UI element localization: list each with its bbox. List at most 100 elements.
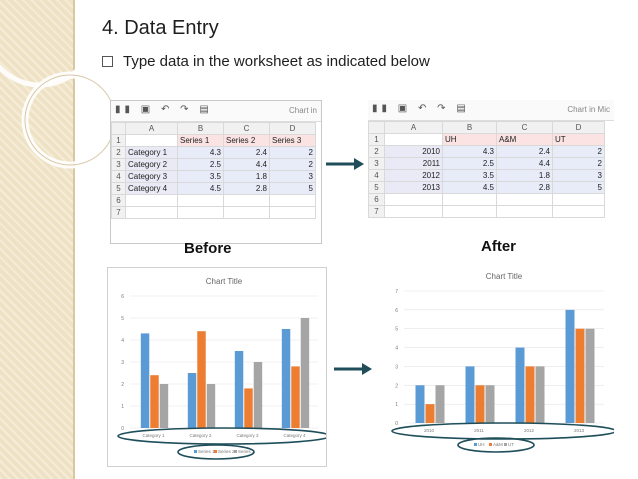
- sheet-cell[interactable]: 5: [552, 181, 605, 194]
- sheet-cell[interactable]: [442, 193, 497, 206]
- sheet-toolbar: ▮▮ ▣ ↶ ↷ ▤ Chart in: [111, 101, 321, 122]
- sheet-cell[interactable]: 1.8: [496, 169, 553, 182]
- sheet-cell[interactable]: [125, 134, 178, 147]
- sheet-cell[interactable]: [552, 193, 605, 206]
- bar: [234, 351, 244, 428]
- sheet-cell[interactable]: 2: [269, 146, 316, 159]
- row-header[interactable]: 6: [368, 193, 385, 206]
- sheet-cell[interactable]: 4.5: [442, 181, 497, 194]
- sheet-cell[interactable]: UH: [442, 133, 497, 146]
- sheet-row: 2 2010 4.3 2.4 2: [368, 145, 605, 158]
- row-header[interactable]: 2: [368, 145, 385, 158]
- column-header[interactable]: [368, 121, 385, 134]
- toolbar-icons[interactable]: ▮▮ ▣ ↶ ↷ ▤: [115, 104, 213, 115]
- sheet-row: 1 UH A&M UT: [368, 133, 605, 146]
- sheet-cell[interactable]: 2.8: [223, 182, 270, 195]
- sheet-cell[interactable]: Series 2: [223, 134, 270, 147]
- bar: [140, 333, 150, 428]
- sheet-cell[interactable]: [552, 205, 605, 218]
- row-header[interactable]: 6: [111, 194, 126, 207]
- column-header[interactable]: B: [177, 122, 224, 135]
- toolbar-icons[interactable]: ▮▮ ▣ ↶ ↷ ▤: [372, 103, 470, 114]
- row-header[interactable]: 4: [368, 169, 385, 182]
- sheet-cell[interactable]: 2013: [384, 181, 443, 194]
- legend-label: A&M: [493, 442, 503, 447]
- sheet-cell[interactable]: 2.8: [496, 181, 553, 194]
- sheet-cell[interactable]: [125, 206, 178, 219]
- row-header[interactable]: 7: [111, 206, 126, 219]
- sheet-cell[interactable]: 3.5: [177, 170, 224, 183]
- row-header[interactable]: 7: [368, 205, 385, 218]
- row-header[interactable]: 1: [111, 134, 126, 147]
- column-header[interactable]: D: [269, 122, 316, 135]
- row-header[interactable]: 2: [111, 146, 126, 159]
- sheet-cell[interactable]: [269, 206, 316, 219]
- row-header[interactable]: 3: [368, 157, 385, 170]
- sheet-cell[interactable]: 2012: [384, 169, 443, 182]
- row-header[interactable]: 1: [368, 133, 385, 146]
- label-before: Before: [184, 240, 232, 257]
- worksheet-grid[interactable]: A B C D 1 Series 1 Series 2 Series 3 2 Category 1…: [111, 122, 316, 219]
- sheet-cell[interactable]: 3: [552, 169, 605, 182]
- column-header[interactable]: A: [384, 121, 443, 134]
- column-header[interactable]: [111, 122, 126, 135]
- column-header[interactable]: C: [223, 122, 270, 135]
- row-header[interactable]: 5: [111, 182, 126, 195]
- sheet-cell[interactable]: [269, 194, 316, 207]
- sheet-cell[interactable]: 2: [269, 158, 316, 171]
- row-header[interactable]: 3: [111, 158, 126, 171]
- sheet-cell[interactable]: [442, 205, 497, 218]
- sheet-cell[interactable]: 3: [269, 170, 316, 183]
- sheet-cell[interactable]: 2.4: [496, 145, 553, 158]
- sheet-cell[interactable]: [384, 133, 443, 146]
- sheet-cell[interactable]: 4.4: [496, 157, 553, 170]
- sheet-cell[interactable]: [125, 194, 178, 207]
- sheet-cell[interactable]: A&M: [496, 133, 553, 146]
- sheet-cell[interactable]: 5: [269, 182, 316, 195]
- sheet-cell[interactable]: 2011: [384, 157, 443, 170]
- sheet-cell[interactable]: Category 3: [125, 170, 178, 183]
- sheet-cell[interactable]: [496, 205, 553, 218]
- sheet-cell[interactable]: 4.5: [177, 182, 224, 195]
- y-tick-label: 7: [395, 289, 398, 295]
- sheet-cell[interactable]: 4.4: [223, 158, 270, 171]
- sheet-cell[interactable]: Category 2: [125, 158, 178, 171]
- sheet-cell[interactable]: 2.5: [177, 158, 224, 171]
- y-tick-label: 6: [121, 294, 124, 300]
- sheet-cell[interactable]: Series 1: [177, 134, 224, 147]
- bar: [565, 309, 575, 423]
- sheet-cell[interactable]: 4.3: [177, 146, 224, 159]
- column-header[interactable]: C: [496, 121, 553, 134]
- column-header[interactable]: B: [442, 121, 497, 134]
- bar: [515, 347, 525, 423]
- worksheet-grid[interactable]: A B C D 1 UH A&M UT 2 2010 4.3 2.4 2 3 2011 2.5 4.4 2 4 201…: [368, 121, 605, 218]
- sheet-cell[interactable]: [177, 206, 224, 219]
- sheet-cell[interactable]: 3.5: [442, 169, 497, 182]
- sheet-cell[interactable]: 4.3: [442, 145, 497, 158]
- sheet-cell[interactable]: 1.8: [223, 170, 270, 183]
- sheet-cell[interactable]: [496, 193, 553, 206]
- sheet-cell[interactable]: [223, 206, 270, 219]
- sheet-row: 3 2011 2.5 4.4 2: [368, 157, 605, 170]
- y-tick-label: 4: [121, 338, 124, 344]
- column-header[interactable]: A: [125, 122, 178, 135]
- row-header[interactable]: 5: [368, 181, 385, 194]
- sheet-cell[interactable]: 2.5: [442, 157, 497, 170]
- row-header[interactable]: 4: [111, 170, 126, 183]
- sheet-cell[interactable]: [384, 205, 443, 218]
- sheet-row: 6: [368, 193, 605, 206]
- sheet-cell[interactable]: [177, 194, 224, 207]
- sheet-cell[interactable]: 2: [552, 145, 605, 158]
- sheet-cell[interactable]: Series 3: [269, 134, 316, 147]
- sheet-cell[interactable]: UT: [552, 133, 605, 146]
- sheet-cell[interactable]: [223, 194, 270, 207]
- sheet-cell[interactable]: Category 4: [125, 182, 178, 195]
- sheet-cell[interactable]: 2: [552, 157, 605, 170]
- sheet-cell[interactable]: 2010: [384, 145, 443, 158]
- sheet-cell[interactable]: 2.4: [223, 146, 270, 159]
- y-tick-label: 1: [121, 404, 124, 410]
- sheet-cell[interactable]: Category 1: [125, 146, 178, 159]
- sheet-cell[interactable]: [384, 193, 443, 206]
- column-header[interactable]: D: [552, 121, 605, 134]
- bar: [585, 328, 595, 423]
